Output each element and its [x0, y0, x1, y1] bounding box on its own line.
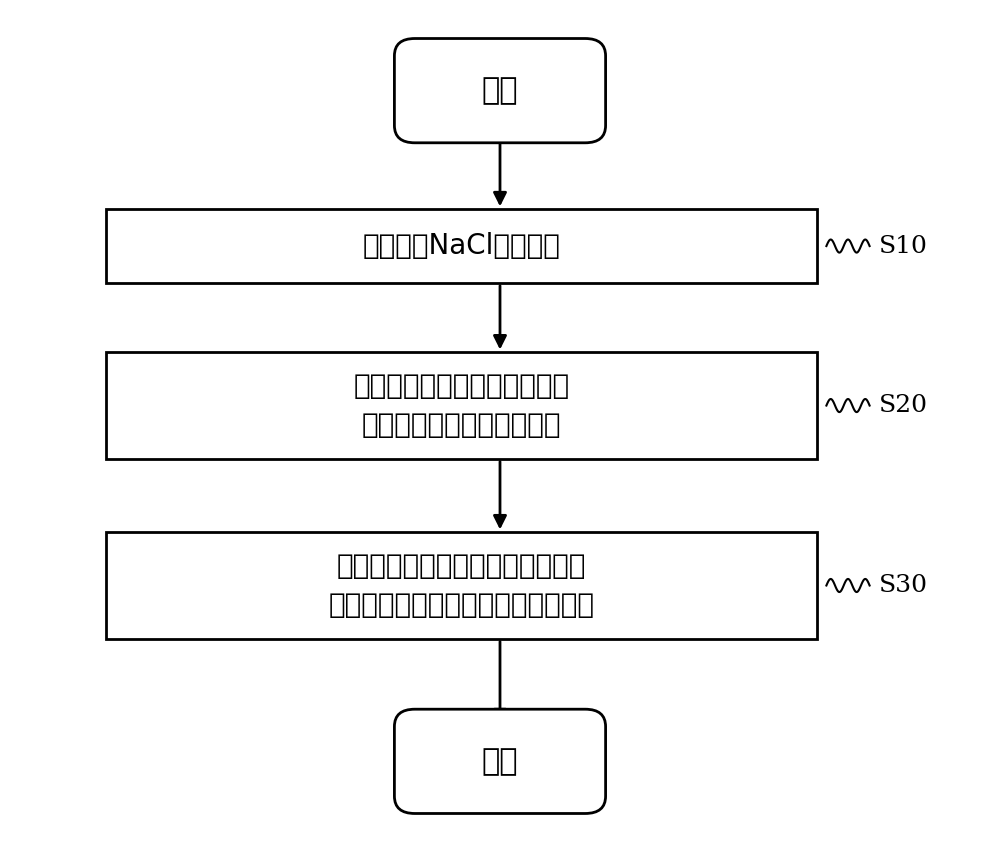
Bar [106, 210, 817, 283]
FancyBboxPatch shape [394, 38, 606, 143]
Text: S10: S10 [879, 234, 928, 257]
FancyBboxPatch shape [394, 709, 606, 814]
Bar [106, 353, 817, 458]
Text: S30: S30 [879, 574, 928, 597]
Text: 制造包括NaCl的固体盐: 制造包括NaCl的固体盐 [363, 232, 561, 260]
Text: 结束: 结束 [482, 747, 518, 776]
Text: 开始: 开始 [482, 76, 518, 105]
Text: 向固体盐提供二氧化硫从而制
造基于二氧化硫的钠熔融盐: 向固体盐提供二氧化硫从而制 造基于二氧化硫的钠熔融盐 [354, 372, 570, 439]
Bar [106, 532, 817, 639]
Text: 将集电体浸入基于二氧化硫的钠熔
融盐中从而在集电体表面形成保护层: 将集电体浸入基于二氧化硫的钠熔 融盐中从而在集电体表面形成保护层 [329, 552, 595, 619]
Text: S20: S20 [879, 394, 928, 417]
